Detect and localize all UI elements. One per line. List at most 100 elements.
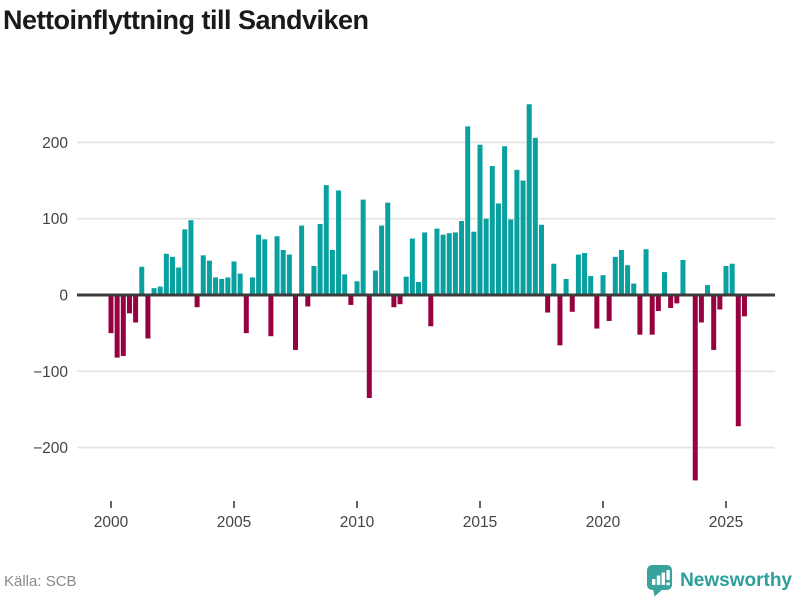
bar-q54	[440, 234, 446, 295]
y-axis-label-100: 100	[42, 211, 68, 228]
bar-q82	[612, 256, 618, 295]
x-axis-label-2015: 2015	[463, 514, 497, 531]
newsworthy-brand[interactable]: Newsworthy	[646, 564, 792, 597]
bar-q20	[231, 261, 237, 295]
bar-q23	[249, 277, 255, 295]
bar-q19	[225, 277, 231, 295]
bar-q88	[649, 295, 655, 335]
bar-q7	[151, 288, 157, 295]
bar-q34	[317, 224, 323, 295]
bar-q45	[385, 202, 391, 295]
bar-q4	[133, 295, 139, 323]
bar-q38	[342, 274, 348, 295]
bar-q27	[274, 236, 280, 295]
bar-q96	[698, 295, 704, 323]
bar-q29	[286, 254, 292, 295]
bar-q26	[268, 295, 274, 337]
bar-q48	[403, 276, 409, 295]
bar-q98	[711, 295, 717, 350]
bar-q10	[170, 256, 175, 295]
bar-q99	[717, 295, 723, 310]
bar-q1	[114, 295, 120, 358]
bar-q64	[502, 146, 508, 295]
bar-q69	[532, 137, 538, 295]
bar-q84	[625, 265, 631, 295]
bar-q81	[606, 295, 612, 321]
bar-q70	[539, 224, 544, 295]
bar-q78	[588, 275, 594, 295]
bar-q43	[372, 270, 378, 295]
bar-q9	[163, 253, 169, 295]
bar-q25	[262, 239, 268, 295]
bar-q75	[569, 295, 575, 312]
y-axis-label--100: −100	[33, 364, 68, 381]
y-axis-label-0: 0	[59, 288, 68, 305]
bar-q86	[637, 295, 643, 335]
bar-q62	[489, 166, 495, 295]
bar-q37	[336, 190, 342, 295]
bar-q66	[514, 169, 520, 295]
bar-q103	[741, 295, 747, 317]
bar-q49	[409, 238, 415, 295]
x-axis-label-2025: 2025	[709, 514, 743, 531]
bar-q91	[668, 295, 674, 308]
bar-q61	[483, 218, 489, 295]
bar-q92	[674, 295, 680, 304]
bar-q67	[520, 180, 526, 295]
bar-q102	[735, 295, 741, 427]
bar-q52	[428, 295, 434, 327]
bar-q0	[108, 295, 114, 334]
bar-q71	[545, 295, 551, 313]
bar-q76	[575, 254, 581, 295]
bar-q42	[366, 295, 372, 398]
bar-q13	[188, 220, 194, 295]
x-axis-label-2010: 2010	[340, 514, 375, 531]
bar-q65	[508, 219, 514, 295]
bar-q12	[182, 229, 188, 295]
bar-q85	[631, 283, 637, 296]
x-axis-label-2005: 2005	[217, 514, 251, 531]
bar-q36	[329, 249, 335, 295]
chart-title: Nettoinflyttning till Sandviken	[3, 5, 369, 35]
bar-q56	[452, 232, 458, 295]
bar-q47	[397, 295, 403, 305]
newsworthy-wordmark: Newsworthy	[680, 569, 792, 591]
bar-q79	[594, 295, 600, 329]
bar-q72	[551, 263, 557, 295]
bar-q40	[354, 281, 360, 295]
y-axis-label-200: 200	[42, 135, 68, 152]
bar-q8	[157, 286, 163, 295]
bar-q68	[526, 104, 532, 295]
bar-q93	[680, 259, 686, 295]
bar-q73	[557, 295, 563, 346]
bar-q59	[471, 231, 477, 295]
bar-q3	[126, 295, 132, 314]
bar-q32	[305, 295, 311, 307]
bar-q95	[692, 295, 698, 481]
bar-q57	[459, 220, 465, 295]
bar-q24	[256, 234, 262, 295]
bar-q97	[705, 285, 711, 295]
bar-q39	[348, 295, 354, 305]
bar-q2	[120, 295, 126, 357]
bar-q77	[582, 253, 588, 295]
bar-q46	[391, 295, 397, 308]
bar-q58	[465, 126, 471, 295]
source-note: Källa: SCB	[4, 573, 77, 590]
bar-q83	[618, 249, 624, 295]
bar-q22	[243, 295, 249, 334]
bar-q89	[655, 295, 661, 312]
x-axis-label-2000: 2000	[94, 514, 129, 531]
bar-q74	[563, 278, 569, 295]
bar-q28	[280, 249, 286, 295]
bar-q14	[194, 295, 200, 308]
bar-q87	[643, 249, 649, 295]
bar-q5	[139, 266, 145, 295]
newsworthy-pin-barchart-icon	[647, 565, 673, 597]
bar-q35	[323, 185, 329, 295]
bar-q17	[213, 277, 219, 295]
bar-q31	[299, 225, 305, 295]
bar-q16	[206, 260, 212, 296]
bar-q50	[416, 282, 421, 295]
